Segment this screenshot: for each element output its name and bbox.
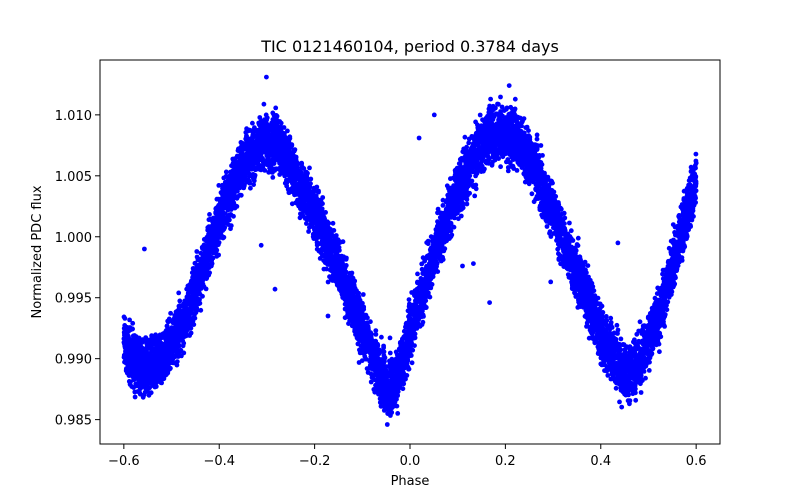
data-point	[693, 151, 699, 157]
data-point	[409, 360, 415, 366]
data-point	[132, 389, 138, 395]
data-point	[544, 224, 550, 229]
data-point	[603, 314, 609, 319]
data-point	[454, 165, 460, 171]
data-point	[360, 292, 366, 297]
data-point	[198, 307, 204, 313]
data-point	[194, 249, 200, 254]
data-point	[384, 422, 390, 427]
data-point	[619, 404, 625, 410]
data-point	[496, 101, 501, 107]
data-point	[180, 343, 186, 349]
data-point	[558, 261, 563, 267]
data-point	[325, 279, 331, 285]
data-point	[243, 130, 249, 135]
data-point	[340, 239, 346, 245]
data-point	[177, 298, 183, 304]
data-point	[333, 233, 339, 238]
data-point	[643, 375, 648, 381]
data-point	[523, 125, 529, 130]
data-point	[248, 185, 253, 191]
data-point	[140, 394, 146, 400]
data-point	[615, 327, 621, 333]
data-point	[688, 224, 693, 230]
data-point	[131, 385, 137, 390]
data-point	[227, 169, 233, 175]
data-point	[440, 203, 446, 208]
data-point	[373, 328, 379, 333]
data-point	[223, 169, 229, 175]
data-point	[285, 128, 290, 134]
data-point	[137, 390, 143, 396]
data-point	[307, 225, 312, 230]
data-point	[680, 248, 686, 254]
data-point	[262, 168, 268, 173]
data-point	[320, 195, 326, 200]
data-point	[567, 220, 572, 226]
data-point	[537, 153, 542, 158]
data-point	[132, 394, 138, 400]
data-point	[379, 334, 384, 340]
data-point	[472, 193, 478, 199]
data-point	[613, 385, 619, 391]
data-point	[477, 112, 483, 118]
chart-title: TIC 0121460104, period 0.3784 days	[260, 37, 559, 56]
data-point	[405, 358, 411, 364]
data-point	[498, 164, 503, 170]
data-point	[582, 259, 588, 265]
data-point	[646, 368, 652, 373]
data-point	[438, 258, 444, 264]
data-point	[548, 234, 554, 239]
data-point	[188, 330, 194, 336]
data-point	[192, 260, 198, 266]
data-point	[214, 196, 220, 202]
data-point	[631, 339, 636, 345]
data-point	[562, 215, 568, 221]
data-point	[317, 256, 323, 261]
data-point	[668, 292, 674, 297]
data-point	[614, 322, 620, 328]
data-point	[306, 229, 311, 234]
scatter-points	[121, 74, 699, 427]
data-point	[221, 234, 227, 240]
data-point	[297, 215, 303, 221]
data-point	[466, 140, 472, 146]
data-point	[122, 316, 128, 321]
data-point	[381, 343, 386, 349]
data-point	[148, 390, 154, 396]
data-point	[168, 310, 174, 316]
data-point	[368, 379, 374, 385]
